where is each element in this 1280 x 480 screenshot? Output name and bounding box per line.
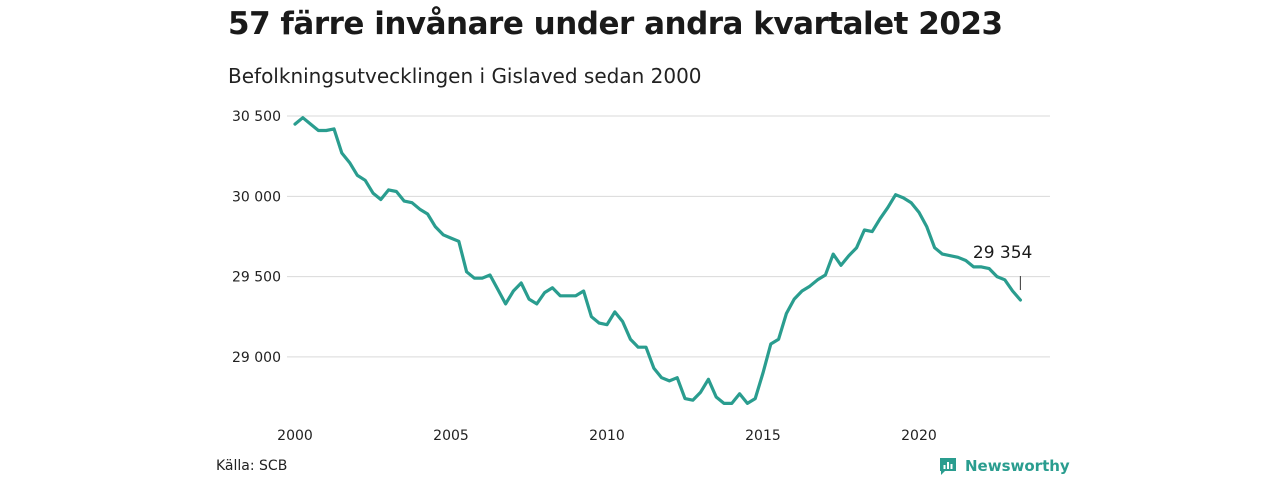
series-layer (293, 116, 1023, 405)
annotation-layer: 29 354 (973, 243, 1032, 291)
x-tick-label: 2015 (745, 428, 781, 444)
y-tick-label: 29 500 (232, 270, 281, 286)
y-axis-ticks: 29 000 29 500 30 000 30 500 (232, 109, 281, 366)
x-tick-label: 2020 (901, 428, 937, 444)
y-tick-label: 30 000 (232, 189, 281, 205)
y-gridlines (287, 115, 1050, 358)
y-tick-label: 30 500 (232, 109, 281, 125)
chart-subtitle: Befolkningsutvecklingen i Gislaved sedan… (228, 64, 702, 88)
brand-name: Newsworthy (965, 457, 1070, 475)
x-axis-ticks: 2000 2005 2010 2015 2020 (277, 428, 937, 444)
source-credit: Källa: SCB (216, 458, 288, 474)
newsworthy-logo-icon (940, 458, 956, 475)
chart-title: 57 färre invånare under andra kvartalet … (228, 6, 1003, 42)
y-tick-label: 29 000 (232, 350, 281, 366)
x-tick-label: 2000 (277, 428, 313, 444)
last-value-label: 29 354 (973, 243, 1032, 263)
series-line (293, 116, 1023, 405)
brand-logo[interactable]: Newsworthy (938, 456, 1070, 476)
x-tick-label: 2005 (433, 428, 469, 444)
x-tick-label: 2010 (589, 428, 625, 444)
